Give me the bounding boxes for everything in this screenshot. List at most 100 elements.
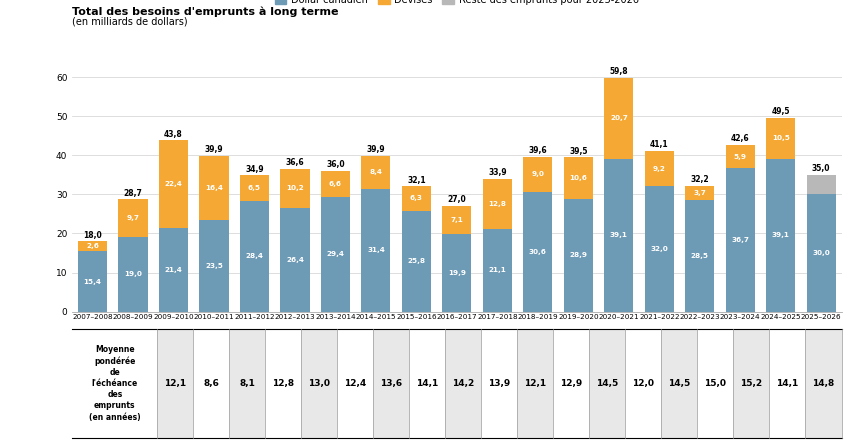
- Text: 23,5: 23,5: [205, 263, 223, 269]
- Text: 8,1: 8,1: [240, 379, 255, 388]
- Text: 15,0: 15,0: [705, 379, 727, 388]
- Text: 36,0: 36,0: [326, 160, 345, 169]
- Text: 14,1: 14,1: [416, 379, 439, 388]
- Bar: [604, 159, 633, 312]
- Bar: [118, 199, 148, 237]
- Text: 36,6: 36,6: [286, 158, 304, 167]
- Text: 12,1: 12,1: [524, 379, 547, 388]
- Text: 32,0: 32,0: [650, 246, 668, 252]
- Bar: [78, 251, 107, 312]
- Bar: [373, 329, 410, 438]
- Bar: [301, 329, 337, 438]
- Bar: [806, 329, 842, 438]
- Text: 12,1: 12,1: [164, 379, 186, 388]
- Text: 39,6: 39,6: [529, 146, 547, 155]
- Text: 19,9: 19,9: [448, 270, 466, 276]
- Bar: [200, 220, 229, 312]
- Text: 30,0: 30,0: [813, 250, 830, 256]
- Text: 10,5: 10,5: [772, 135, 790, 141]
- Legend: Dollar canadien, Devises, Reste des emprunts pour 2025-2026: Dollar canadien, Devises, Reste des empr…: [271, 0, 643, 9]
- Bar: [524, 192, 552, 312]
- Text: 13,9: 13,9: [488, 379, 511, 388]
- Text: 9,2: 9,2: [653, 165, 666, 171]
- Text: 14,8: 14,8: [813, 379, 835, 388]
- Text: 7,1: 7,1: [450, 217, 463, 223]
- Text: 14,5: 14,5: [597, 379, 619, 388]
- Text: 39,9: 39,9: [205, 145, 224, 154]
- Text: 28,7: 28,7: [123, 189, 143, 198]
- Text: 14,2: 14,2: [452, 379, 474, 388]
- Bar: [280, 168, 309, 208]
- Text: 15,2: 15,2: [740, 379, 762, 388]
- Bar: [159, 141, 188, 228]
- Bar: [685, 200, 714, 312]
- Text: 25,8: 25,8: [407, 258, 425, 264]
- Bar: [200, 156, 229, 220]
- Text: Moyenne
pondérée
de
l'échéance
des
emprunts
(en années): Moyenne pondérée de l'échéance des empru…: [89, 345, 140, 422]
- Text: 36,7: 36,7: [731, 237, 749, 243]
- Text: 18,0: 18,0: [83, 231, 102, 240]
- Bar: [361, 189, 390, 312]
- Text: 59,8: 59,8: [609, 67, 628, 76]
- Bar: [807, 194, 836, 312]
- Text: 9,7: 9,7: [127, 215, 139, 221]
- Text: 42,6: 42,6: [731, 134, 750, 144]
- Bar: [734, 329, 769, 438]
- Text: 5,9: 5,9: [734, 153, 747, 160]
- Text: 8,4: 8,4: [370, 169, 382, 175]
- Text: 26,4: 26,4: [286, 257, 303, 263]
- Bar: [604, 78, 633, 159]
- Text: 28,4: 28,4: [246, 253, 264, 259]
- Text: 10,6: 10,6: [570, 175, 587, 181]
- Text: 15,4: 15,4: [83, 278, 101, 285]
- Text: 43,8: 43,8: [164, 130, 183, 139]
- Text: 13,6: 13,6: [380, 379, 402, 388]
- Text: 13,0: 13,0: [309, 379, 331, 388]
- Bar: [807, 175, 836, 194]
- Bar: [402, 186, 431, 211]
- Text: 19,0: 19,0: [124, 271, 142, 278]
- Text: 12,8: 12,8: [489, 201, 507, 207]
- Bar: [483, 229, 512, 312]
- Text: 39,1: 39,1: [772, 232, 790, 238]
- Bar: [442, 234, 472, 312]
- Text: Total des besoins d'emprunts à long terme: Total des besoins d'emprunts à long term…: [72, 7, 339, 17]
- Text: 34,9: 34,9: [245, 164, 264, 174]
- Text: 10,2: 10,2: [286, 186, 303, 191]
- Text: 14,5: 14,5: [668, 379, 690, 388]
- Text: 27,0: 27,0: [447, 195, 467, 205]
- Bar: [240, 201, 269, 312]
- Text: 28,5: 28,5: [691, 253, 709, 259]
- Text: 14,1: 14,1: [776, 379, 799, 388]
- Bar: [320, 171, 350, 197]
- Bar: [524, 157, 552, 192]
- Text: 12,9: 12,9: [560, 379, 582, 388]
- Text: 3,7: 3,7: [694, 190, 706, 196]
- Bar: [564, 198, 593, 312]
- Bar: [361, 156, 390, 189]
- Bar: [645, 151, 674, 187]
- Bar: [766, 118, 796, 159]
- Bar: [402, 211, 431, 312]
- Text: 6,6: 6,6: [329, 181, 342, 187]
- Text: 6,3: 6,3: [410, 195, 422, 202]
- Text: 28,9: 28,9: [570, 252, 587, 258]
- Text: 33,9: 33,9: [488, 168, 507, 178]
- Bar: [726, 168, 755, 312]
- Text: 32,2: 32,2: [690, 175, 709, 184]
- Bar: [280, 208, 309, 312]
- Text: 22,4: 22,4: [165, 181, 183, 187]
- Bar: [726, 145, 755, 168]
- Text: 2,6: 2,6: [86, 243, 99, 249]
- Text: 41,1: 41,1: [650, 140, 669, 149]
- Text: 35,0: 35,0: [812, 164, 830, 173]
- Bar: [240, 175, 269, 201]
- Text: 49,5: 49,5: [772, 107, 790, 116]
- Bar: [685, 186, 714, 200]
- Text: 16,4: 16,4: [205, 185, 223, 191]
- Text: 6,5: 6,5: [248, 185, 261, 191]
- Bar: [78, 241, 107, 251]
- Bar: [230, 329, 265, 438]
- Text: 8,6: 8,6: [203, 379, 219, 388]
- Bar: [320, 197, 350, 312]
